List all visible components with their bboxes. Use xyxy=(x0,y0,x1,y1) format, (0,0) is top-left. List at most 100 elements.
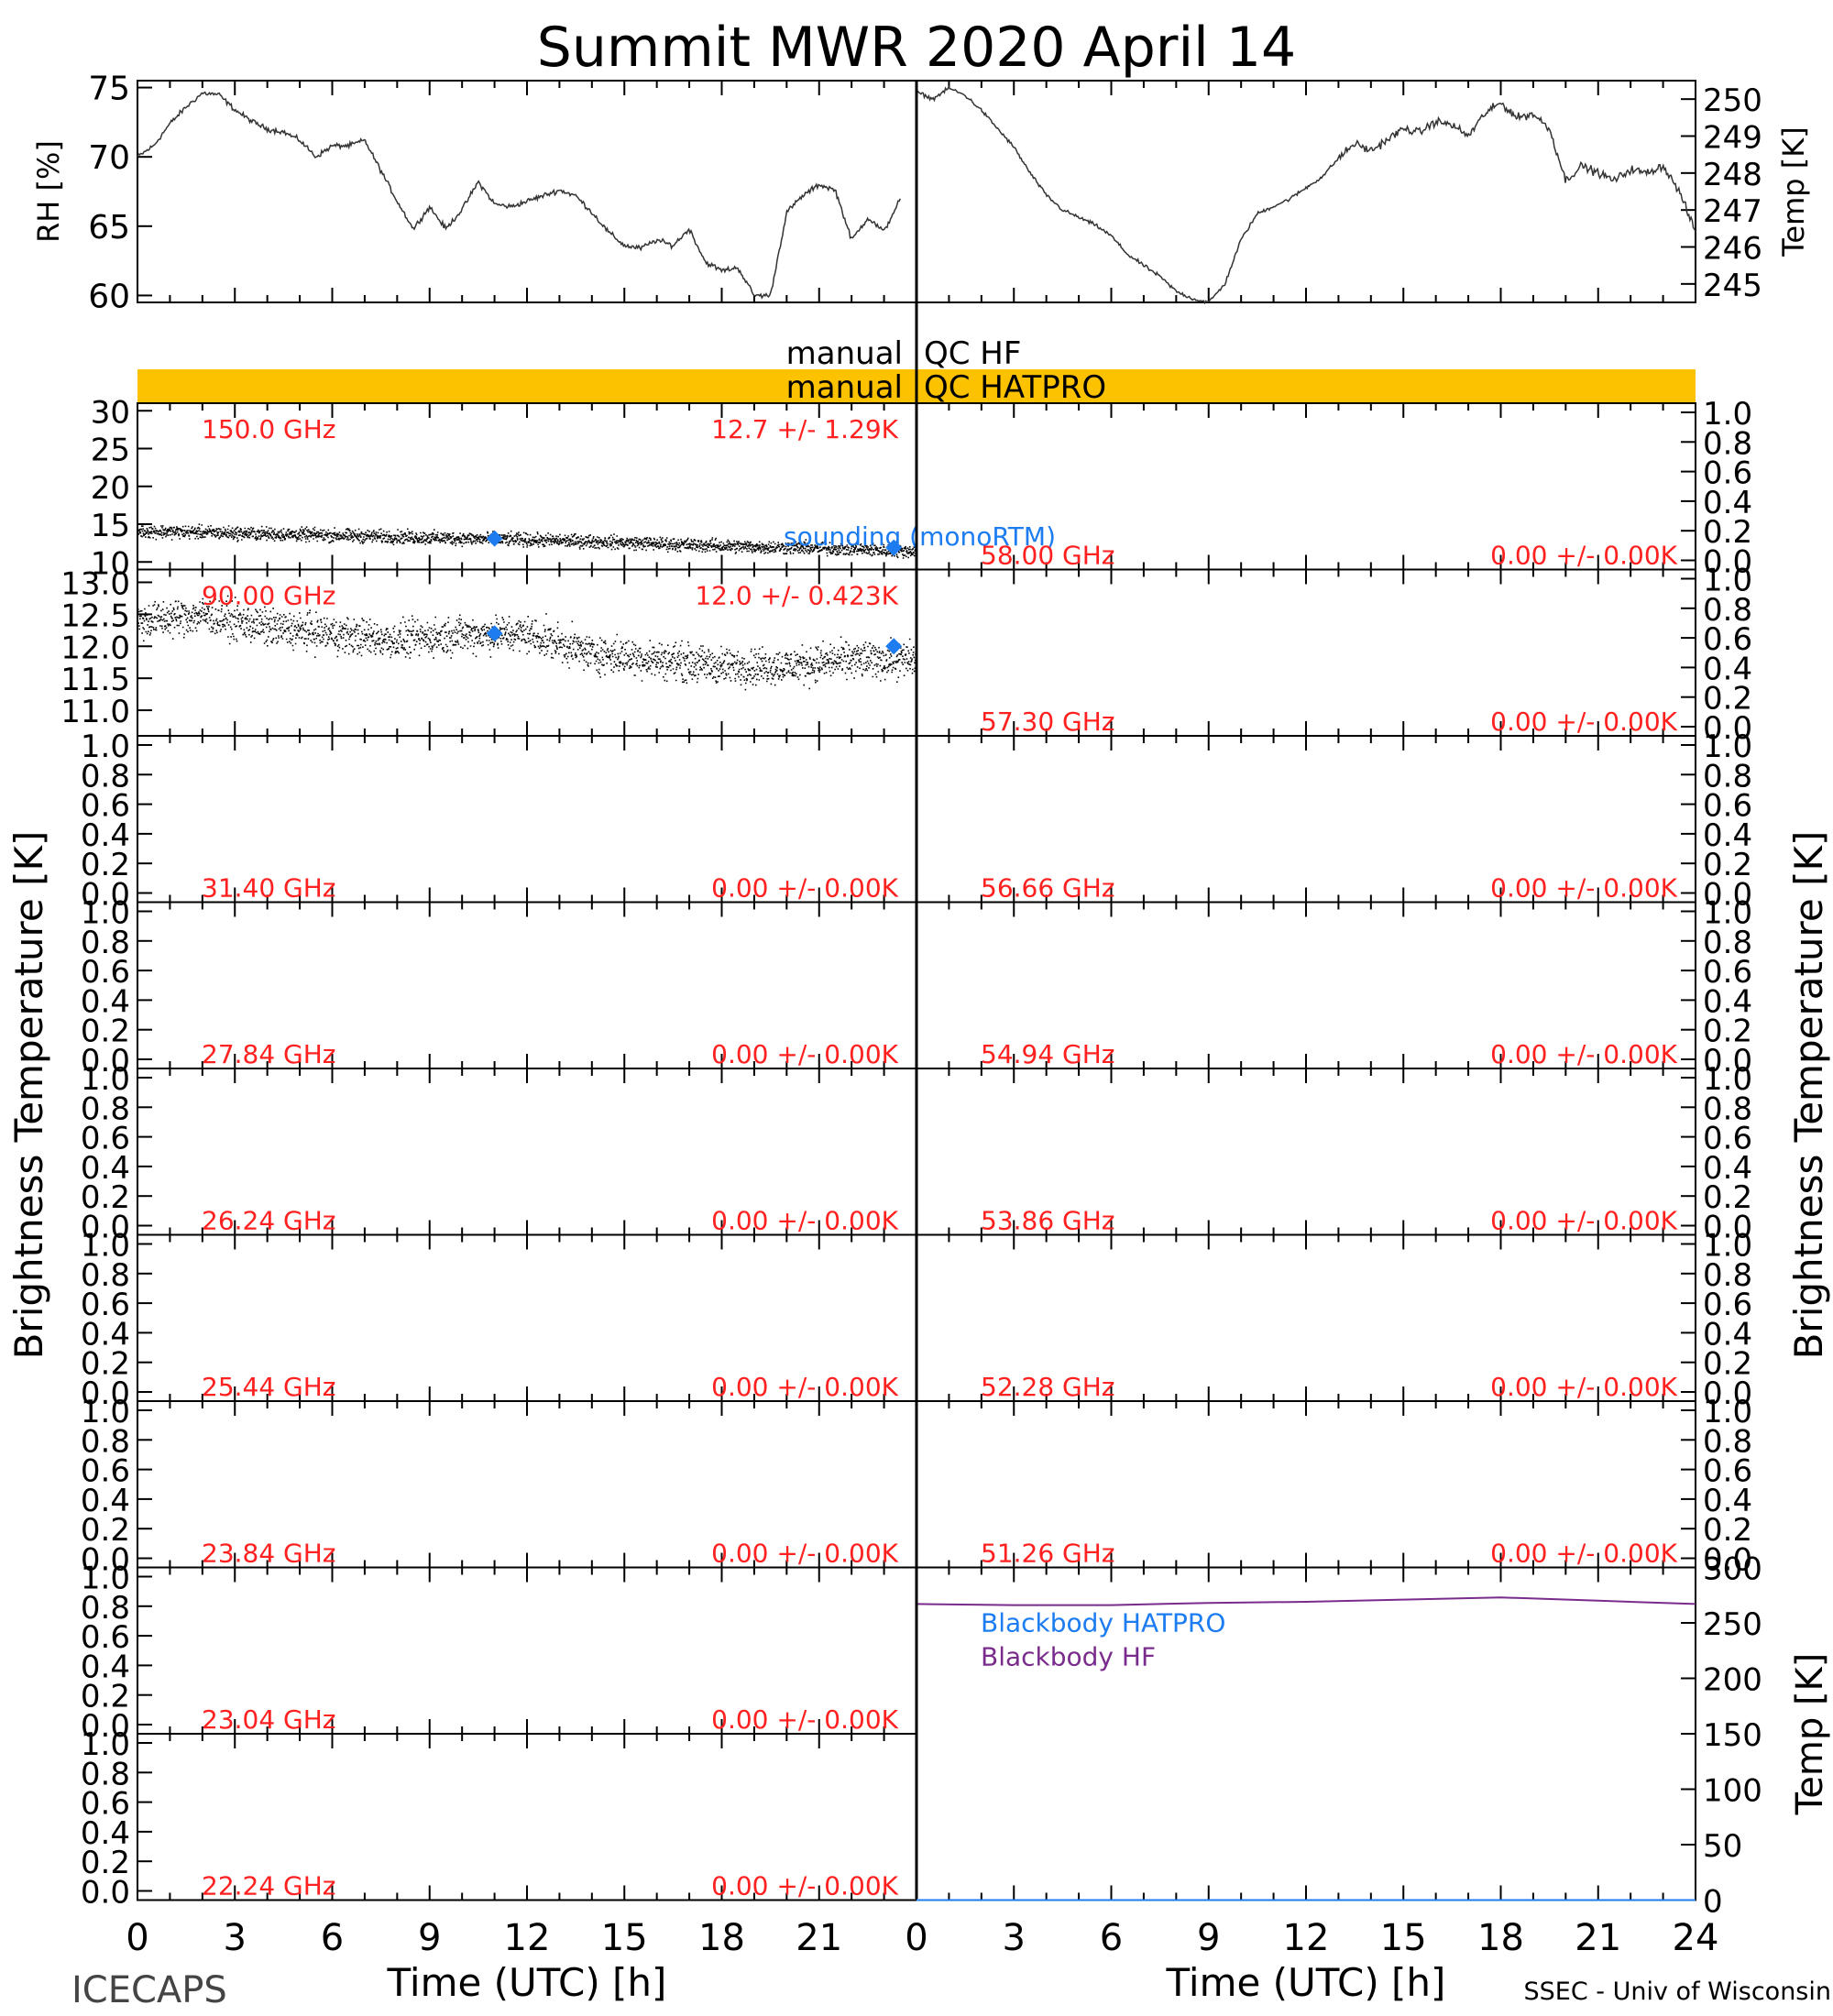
right-xtick-label-1: 3 xyxy=(1003,1917,1026,1959)
left-channel-6-ytick-label-2: 0.6 xyxy=(81,1453,130,1490)
right-xlabel: Time (UTC) [h] xyxy=(1166,1960,1446,2005)
right-channel-4-ytick-label-5: 0.0 xyxy=(1703,1210,1752,1246)
left-channel-2-ytick-label-4: 0.2 xyxy=(81,847,130,883)
right-channel-5-ytick-label-5: 0.0 xyxy=(1703,1375,1752,1412)
left-channel-7-ytick-label-4: 0.2 xyxy=(81,1679,130,1715)
right-channel-5-ytick-label-1: 0.8 xyxy=(1703,1257,1752,1294)
right-xtick-label-0: 0 xyxy=(905,1917,927,1959)
right-channel-3-freq: 54.94 GHz xyxy=(981,1039,1115,1069)
rh-ytick-label-1: 65 xyxy=(88,209,130,247)
qc-bar-right-text-1: QC HATPRO xyxy=(924,369,1106,406)
right-channel-3-ytick-label-3: 0.4 xyxy=(1703,983,1752,1020)
blackbody-ytick-label-1: 250 xyxy=(1703,1606,1762,1643)
right-channel-6-ytick-label-3: 0.4 xyxy=(1703,1483,1752,1519)
left-channel-4-ytick-label-1: 0.8 xyxy=(81,1090,130,1127)
right-brightness-ylabel: Brightness Temperature [K] xyxy=(1786,831,1831,1360)
left-channel-8-ytick-label-3: 0.4 xyxy=(81,1815,130,1852)
right-channel-1-ytick-label-4: 0.2 xyxy=(1703,681,1752,718)
left-channel-6-ytick-label-4: 0.2 xyxy=(81,1512,130,1549)
left-channel-4-stat: 0.00 +/- 0.00K xyxy=(711,1206,898,1236)
qc-bar-left-text-1: manual xyxy=(786,369,903,406)
right-channel-6-ytick-label-5: 0.0 xyxy=(1703,1542,1752,1579)
right-channel-2-freq: 56.66 GHz xyxy=(981,873,1115,904)
left-channel-0-sonde-0 xyxy=(486,530,503,547)
left-channel-7-ytick-label-2: 0.6 xyxy=(81,1619,130,1656)
right-channel-3-stat: 0.00 +/- 0.00K xyxy=(1490,1039,1677,1069)
left-channel-1-sonde-1 xyxy=(885,638,903,655)
right-channel-1-ytick-label-2: 0.6 xyxy=(1703,621,1752,658)
right-channel-4-stat: 0.00 +/- 0.00K xyxy=(1490,1206,1677,1236)
right-channel-3-ytick-label-5: 0.0 xyxy=(1703,1043,1752,1079)
right-channel-0-ytick-label-5: 0.0 xyxy=(1703,544,1752,581)
left-channel-0-ytick-label-2: 20 xyxy=(91,470,130,507)
right-xtick-label-4: 12 xyxy=(1283,1917,1330,1959)
qc-bar-left-text-0: manual xyxy=(786,335,903,372)
right-channel-5-stat: 0.00 +/- 0.00K xyxy=(1490,1372,1677,1402)
left-channel-3-freq: 27.84 GHz xyxy=(202,1039,336,1069)
left-channel-7-stat: 0.00 +/- 0.00K xyxy=(711,1704,898,1735)
right-channel-2-ytick-label-0: 1.0 xyxy=(1703,729,1752,765)
right-channel-1-ytick-label-5: 0.0 xyxy=(1703,710,1752,747)
right-channel-0-stat: 0.00 +/- 0.00K xyxy=(1490,541,1677,571)
left-channel-5-ytick-label-4: 0.2 xyxy=(81,1346,130,1383)
left-channel-0-ytick-label-4: 10 xyxy=(91,545,130,582)
left-channel-6-ytick-label-1: 0.8 xyxy=(81,1423,130,1460)
right-xtick-label-5: 15 xyxy=(1380,1917,1427,1959)
left-channel-8-ytick-label-5: 0.0 xyxy=(81,1875,130,1912)
right-channel-5-ytick-label-3: 0.4 xyxy=(1703,1316,1752,1353)
left-channel-0-ytick-label-3: 15 xyxy=(91,508,130,544)
left-channel-2-freq: 31.40 GHz xyxy=(202,873,336,904)
right-channel-3-ytick-label-1: 0.8 xyxy=(1703,925,1752,961)
left-channel-1-ytick-label-0: 13.0 xyxy=(60,565,130,602)
blackbody-ytick-label-6: 0 xyxy=(1703,1884,1723,1921)
temp-series-line xyxy=(916,84,1696,305)
left-channel-0-data-points xyxy=(137,523,918,559)
right-channel-2-ytick-label-4: 0.2 xyxy=(1703,847,1752,883)
right-channel-0-freq: 58.00 GHz xyxy=(981,541,1115,571)
left-channel-3-stat: 0.00 +/- 0.00K xyxy=(711,1039,898,1069)
blackbody-series-1 xyxy=(916,1596,1696,1606)
left-channel-2-ytick-label-2: 0.6 xyxy=(81,788,130,825)
right-channel-1-stat: 0.00 +/- 0.00K xyxy=(1490,707,1677,737)
left-channel-3-ytick-label-2: 0.6 xyxy=(81,954,130,991)
left-xtick-label-3: 9 xyxy=(418,1917,441,1959)
footer-left: ICECAPS xyxy=(71,1969,227,2011)
right-channel-5-freq: 52.28 GHz xyxy=(981,1372,1115,1402)
left-channel-1-ytick-label-1: 12.5 xyxy=(60,597,130,634)
left-xtick-label-1: 3 xyxy=(224,1917,247,1959)
left-channel-5-ytick-label-2: 0.6 xyxy=(81,1287,130,1323)
left-channel-1-ytick-label-3: 11.5 xyxy=(60,662,130,698)
left-channel-1-freq: 90.00 GHz xyxy=(202,581,336,611)
blackbody-legend-0: Blackbody HATPRO xyxy=(981,1608,1225,1638)
left-channel-1-stat: 12.0 +/- 0.423K xyxy=(695,581,898,611)
left-xtick-label-5: 15 xyxy=(601,1917,648,1959)
left-channel-0-data-cloud xyxy=(137,523,918,559)
right-channel-2-ytick-label-2: 0.6 xyxy=(1703,788,1752,825)
right-channel-5-ytick-label-0: 1.0 xyxy=(1703,1228,1752,1265)
right-channel-1-ytick-label-3: 0.4 xyxy=(1703,651,1752,687)
left-channel-0-legend: sounding (monoRTM) xyxy=(784,521,1056,552)
qc-bar-right-text-0: QC HF xyxy=(924,335,1021,372)
right-channel-6-ytick-label-4: 0.2 xyxy=(1703,1512,1752,1549)
left-channel-8-ytick-label-0: 1.0 xyxy=(81,1726,130,1763)
left-channel-8-ytick-label-1: 0.8 xyxy=(81,1756,130,1792)
left-channel-2-ytick-label-0: 1.0 xyxy=(81,729,130,765)
temp-ytick-label-2: 247 xyxy=(1703,193,1762,230)
right-channel-1-freq: 57.30 GHz xyxy=(981,707,1115,737)
right-channel-1-ytick-label-0: 1.0 xyxy=(1703,563,1752,599)
left-channel-3-ytick-label-1: 0.8 xyxy=(81,925,130,961)
footer-right: SSEC - Univ of Wisconsin xyxy=(1524,1978,1831,2006)
rh-series-line xyxy=(137,91,901,300)
right-channel-2-ytick-label-1: 0.8 xyxy=(1703,758,1752,794)
left-channel-7-ytick-label-1: 0.8 xyxy=(81,1590,130,1627)
right-channel-4-ytick-label-3: 0.4 xyxy=(1703,1150,1752,1187)
blackbody-ytick-label-4: 100 xyxy=(1703,1773,1762,1810)
rh-ylabel: RH [%] xyxy=(31,140,66,243)
right-channel-0-ytick-label-1: 0.8 xyxy=(1703,425,1752,462)
left-xtick-label-7: 21 xyxy=(796,1917,842,1959)
left-channel-8-ytick-label-2: 0.6 xyxy=(81,1786,130,1823)
rh-ytick-label-3: 75 xyxy=(88,71,130,108)
left-channel-1-ytick-label-4: 11.0 xyxy=(60,694,130,730)
left-channel-2-ytick-label-3: 0.4 xyxy=(81,817,130,854)
